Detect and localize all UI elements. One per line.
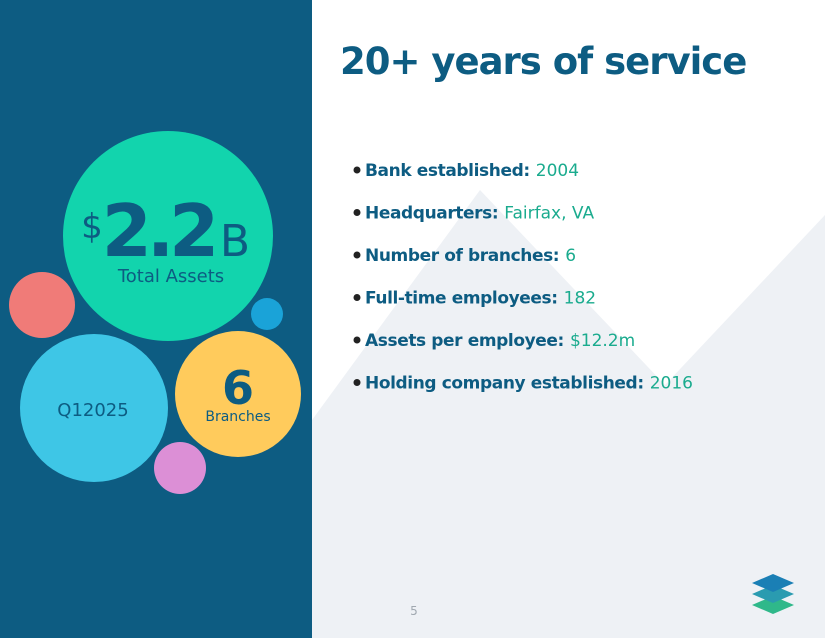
bubble [251,298,283,330]
mountain-backdrop [312,190,825,638]
fact-label: Holding company established: [365,374,644,394]
fact: Headquarters: Fairfax, VA [365,204,594,224]
bullet [353,166,361,174]
slide-title: 20+ years of service [340,40,746,83]
branches-bubble [175,331,301,457]
period-bubble [20,334,168,482]
assets-prefix: $ [81,207,103,247]
bullet [353,336,361,344]
fact-value: 2016 [650,374,693,394]
assets-value: 2.2 [102,189,215,273]
fact-value: $12.2m [570,331,635,351]
fact-label: Bank established: [365,161,530,181]
fact-value: 2004 [536,161,579,181]
fact-label: Full-time employees: [365,289,558,309]
fact-value: 182 [564,289,596,309]
fact-label: Assets per employee: [365,331,564,351]
period: Q12025 [57,400,128,421]
fact: Number of branches: 6 [365,246,576,266]
assets-caption: Total Assets [117,266,224,287]
bullet [353,294,361,301]
bubble [154,442,206,494]
bullet [353,251,361,259]
fact-label: Headquarters: [365,204,498,224]
fact-value: Fairfax, VA [504,204,594,224]
fact-label: Number of branches: [365,246,559,266]
assets-suffix: B [220,216,250,267]
fact: Holding company established: 2016 [365,374,693,394]
fact: Assets per employee: $12.2m [365,331,635,351]
bullet [353,379,361,386]
branches-value: 6 [222,361,254,415]
bubble [9,272,75,338]
fact-value: 6 [565,246,576,266]
fact: Bank established: 2004 [365,161,579,181]
branches-caption: Branches [205,409,270,425]
bullet [353,209,361,216]
logo [752,574,794,614]
page-number: 5 [410,604,418,618]
assets-bubble [63,131,273,341]
fact-list: Bank established: 2004 Headquarters: Fairfa… [353,161,693,394]
fact: Full-time employees: 182 [365,289,596,309]
